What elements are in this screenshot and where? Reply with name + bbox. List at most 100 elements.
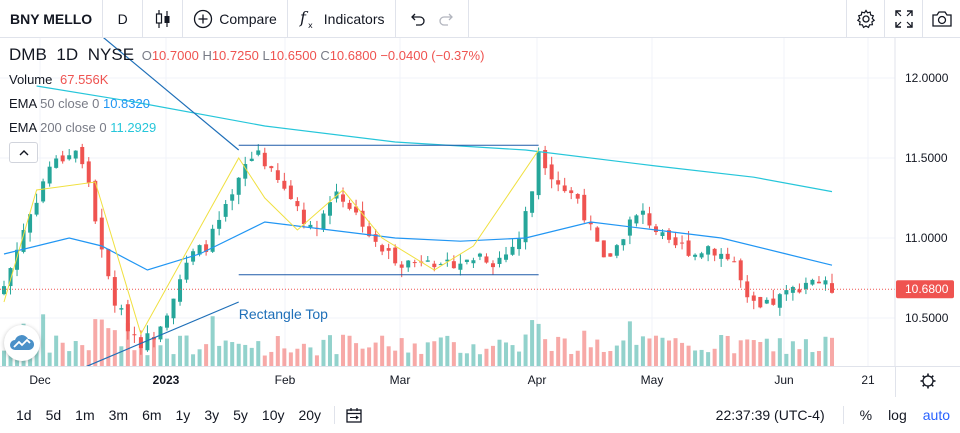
volume-bar	[445, 335, 450, 366]
time-tick-label: 21	[861, 373, 875, 387]
chart-area[interactable]: Rectangle Top 12.0000 11.5000 11.0000 10.50…	[0, 38, 960, 366]
range-5y[interactable]: 5y	[233, 407, 248, 423]
pattern-zigzag-line[interactable]	[3, 149, 540, 336]
volume-bar	[458, 352, 463, 366]
candle-body	[738, 260, 743, 281]
time-tick-label: 2023	[153, 373, 180, 387]
candle-body	[367, 226, 372, 237]
candle-body	[138, 337, 143, 349]
candle-body	[360, 210, 365, 227]
range-3y[interactable]: 3y	[204, 407, 220, 423]
range-3m[interactable]: 3m	[108, 407, 129, 423]
volume-bar	[758, 341, 763, 366]
candle-body	[158, 326, 163, 340]
volume-bar	[810, 352, 815, 366]
volume-bar	[230, 342, 235, 366]
range-10y[interactable]: 10y	[261, 407, 285, 423]
settings-button[interactable]	[846, 0, 884, 38]
range-5d[interactable]: 5d	[45, 407, 62, 423]
range-selector: 1d 5d 1m 3m 6m 1y 3y 5y 10y 20y	[0, 407, 328, 423]
candle-body	[425, 260, 430, 262]
candle-body	[132, 334, 137, 336]
volume-bar	[484, 348, 489, 366]
candle-body	[706, 246, 711, 255]
axis-settings-icon-tooth	[922, 375, 926, 379]
volume-bar	[112, 330, 117, 366]
candle-body	[8, 268, 13, 287]
volume-bar	[627, 321, 632, 366]
volume-bar	[569, 353, 574, 366]
symbol-search-button[interactable]: BNY MELLO	[0, 0, 104, 38]
volume-bar	[425, 342, 430, 366]
current-price-label: 10.6800	[905, 282, 949, 296]
range-20y[interactable]: 20y	[298, 407, 322, 423]
redo-button[interactable]	[432, 0, 469, 38]
auto-scale-button[interactable]: auto	[922, 407, 950, 423]
trendline[interactable]	[37, 38, 240, 151]
function-icon: f x	[299, 8, 313, 30]
candle-body	[810, 279, 815, 285]
price-chart[interactable]: Rectangle Top 12.0000 11.5000 11.0000 10.50…	[0, 38, 960, 366]
volume-bar	[732, 353, 737, 366]
candle-body	[223, 204, 228, 217]
interval-button[interactable]: D	[103, 0, 144, 38]
candle-body	[275, 170, 280, 180]
fullscreen-button[interactable]	[884, 0, 922, 38]
candle-body	[803, 282, 808, 290]
volume-bar	[640, 336, 645, 366]
volume-bar	[256, 341, 261, 366]
volume-bar	[517, 351, 522, 366]
log-scale-button[interactable]: log	[888, 407, 907, 423]
volume-bar	[373, 342, 378, 366]
candle-body	[321, 213, 326, 230]
legend-volume: Volume 67.556K	[9, 72, 108, 87]
candle-body	[667, 230, 672, 240]
brand-logo[interactable]	[4, 325, 40, 361]
volume-bar	[191, 354, 196, 366]
volume-bars	[2, 314, 834, 366]
drawings[interactable]: Rectangle Top	[3, 38, 540, 366]
clock: 22:37:39 (UTC-4)	[715, 407, 825, 423]
volume-bar	[314, 355, 319, 366]
legend-collapse-button[interactable]	[9, 142, 38, 163]
undo-button[interactable]	[396, 0, 432, 38]
volume-bar	[60, 342, 65, 366]
volume-bar	[354, 343, 359, 366]
indicators-button[interactable]: f x Indicators	[288, 0, 396, 38]
percent-scale-button[interactable]: %	[859, 407, 873, 423]
candle-body	[249, 158, 254, 161]
volume-bar	[536, 323, 541, 366]
compare-label: Compare	[219, 10, 277, 27]
volume-bar	[275, 336, 280, 366]
range-6m[interactable]: 6m	[142, 407, 162, 423]
chart-type-button[interactable]	[143, 0, 184, 38]
volume-bar	[2, 350, 6, 366]
range-1m[interactable]: 1m	[75, 407, 95, 423]
axis-settings-icon[interactable]	[920, 373, 936, 389]
trendline[interactable]	[50, 301, 239, 366]
time-axis-bar[interactable]: Dec 2023 Feb Mar Apr May Jun 21	[0, 366, 960, 397]
candle-body	[640, 210, 645, 215]
volume-label: Volume	[9, 72, 53, 87]
legend-main: DMB 1D NYSE O10.7000 H10.7250 L10.6500 C…	[9, 45, 484, 65]
volume-bar	[451, 342, 456, 366]
candle-body	[693, 254, 698, 257]
volume-bar	[510, 345, 515, 366]
indicators-label: Indicators	[323, 10, 385, 27]
volume-bar	[497, 339, 502, 366]
candle-body	[112, 277, 117, 306]
volume-bar	[67, 351, 72, 366]
screenshot-button[interactable]	[922, 0, 960, 38]
range-1d[interactable]: 1d	[16, 407, 32, 423]
candle-body	[412, 262, 417, 264]
compare-button[interactable]: Compare	[183, 0, 288, 38]
date-range-button[interactable]	[345, 407, 363, 423]
price-tick-label: 11.5000	[905, 151, 948, 165]
volume-bar	[745, 339, 750, 366]
price-axis[interactable]: 12.0000 11.5000 11.0000 10.5000 10.6800	[894, 38, 954, 366]
volume-bar	[54, 335, 59, 366]
range-1y[interactable]: 1y	[175, 407, 191, 423]
legend-low: 10.6500	[269, 48, 317, 63]
plus-circle-icon	[194, 9, 213, 28]
volume-bar	[80, 345, 85, 366]
